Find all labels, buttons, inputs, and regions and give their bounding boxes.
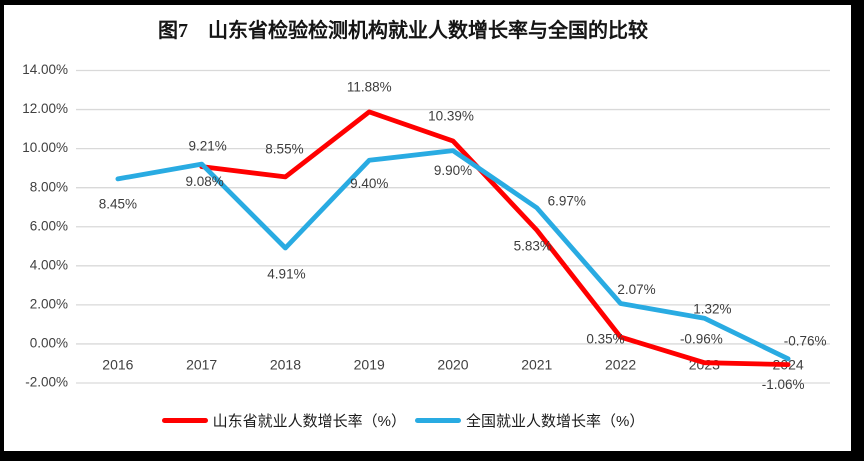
y-tick-label: 0.00% xyxy=(30,336,68,351)
data-label: 10.39% xyxy=(428,109,474,124)
x-tick-label: 2019 xyxy=(354,357,385,373)
y-tick-label: 14.00% xyxy=(22,62,68,77)
y-tick-label: 2.00% xyxy=(30,296,68,311)
data-label: 9.40% xyxy=(350,176,388,191)
legend-marker-national-line xyxy=(415,418,461,423)
data-label: -0.96% xyxy=(680,331,723,346)
x-tick-label: 2016 xyxy=(102,357,133,373)
data-label: -1.06% xyxy=(762,377,805,392)
chart-title: 图7 山东省检验检测机构就业人数增长率与全国的比较 xyxy=(158,20,648,42)
data-label: 2.07% xyxy=(617,282,655,297)
legend-label-national: 全国就业人数增长率（%） xyxy=(466,413,645,430)
legend-item-national: 全国就业人数增长率（%） xyxy=(415,410,644,431)
data-label: 0.35% xyxy=(586,332,624,347)
x-tick-label: 2020 xyxy=(437,357,468,373)
legend-label-shandong: 山东省就业人数增长率（%） xyxy=(212,413,406,430)
x-tick-label: 2021 xyxy=(521,357,552,373)
data-label: 4.91% xyxy=(267,267,305,282)
data-label: 5.83% xyxy=(514,239,552,254)
x-tick-label: 2017 xyxy=(186,357,217,373)
y-tick-label: 12.00% xyxy=(22,101,68,116)
data-label: 6.97% xyxy=(548,193,586,208)
y-tick-label: 4.00% xyxy=(30,257,68,272)
y-tick-label: -2.00% xyxy=(25,375,68,390)
chart-canvas xyxy=(4,5,851,451)
data-label: 1.32% xyxy=(693,302,731,317)
legend: 山东省就业人数增长率（%） 全国就业人数增长率（%） xyxy=(0,410,864,431)
data-label: 8.45% xyxy=(99,196,137,211)
legend-marker-shandong-line xyxy=(161,418,208,423)
x-tick-label: 2018 xyxy=(270,357,301,373)
data-label: 9.08% xyxy=(186,174,224,189)
y-tick-label: 6.00% xyxy=(30,218,68,233)
series-line-national xyxy=(115,148,791,362)
x-tick-label: 2022 xyxy=(605,357,636,373)
y-tick-label: 10.00% xyxy=(22,140,68,155)
data-label: -0.76% xyxy=(784,333,827,348)
data-label: 9.21% xyxy=(189,139,227,154)
data-label: 11.88% xyxy=(347,79,392,94)
y-tick-label: 8.00% xyxy=(30,179,68,194)
data-label: 8.55% xyxy=(265,142,303,157)
data-label: 9.90% xyxy=(434,163,472,178)
series-line-shandong xyxy=(199,109,791,368)
legend-item-shandong: 山东省就业人数增长率（%） xyxy=(161,410,406,431)
